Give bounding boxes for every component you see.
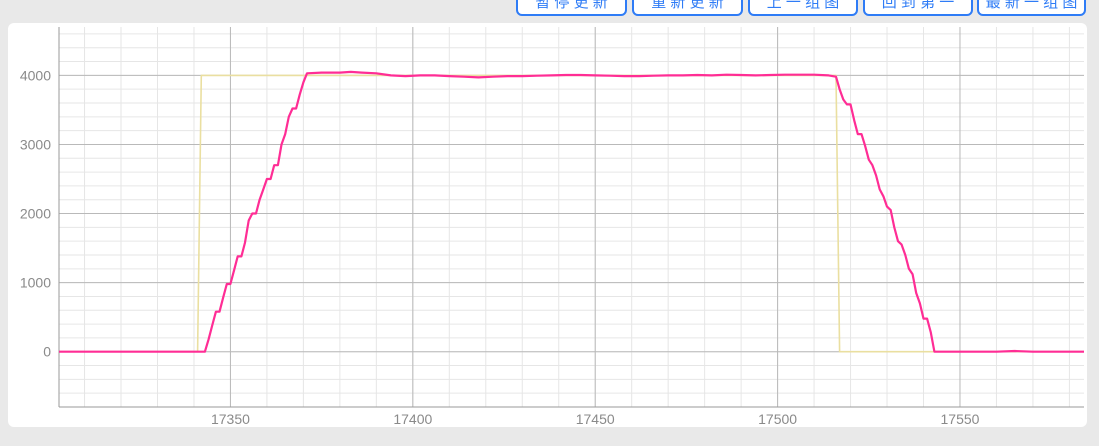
y-tick-label: 3000 bbox=[20, 136, 51, 152]
x-tick-label: 17450 bbox=[576, 411, 615, 427]
resume-update-button[interactable]: 重 新 更 新 bbox=[632, 0, 743, 16]
y-tick-label: 0 bbox=[43, 344, 51, 360]
x-tick-label: 17400 bbox=[393, 411, 432, 427]
x-tick-label: 17350 bbox=[211, 411, 250, 427]
x-tick-label: 17500 bbox=[758, 411, 797, 427]
major-gridlines bbox=[59, 27, 1084, 407]
series-line-actual bbox=[59, 70, 1084, 353]
previous-group-button[interactable]: 上 一 组 图 bbox=[748, 0, 858, 16]
y-tick-label: 2000 bbox=[20, 206, 51, 222]
pause-update-button[interactable]: 暂 停 更 新 bbox=[516, 0, 627, 16]
axes bbox=[58, 27, 1084, 408]
back-to-first-button[interactable]: 回 到 第 一 bbox=[863, 0, 973, 16]
latest-group-button[interactable]: 最 新 一 组 图 bbox=[977, 0, 1086, 16]
x-tick-labels: 17350 17400 17450 17500 17550 bbox=[211, 411, 980, 427]
series-group bbox=[59, 70, 1084, 353]
chart-card: 0 1000 2000 3000 4000 17350 17400 17450 17500 17… bbox=[8, 23, 1087, 427]
y-tick-label: 4000 bbox=[20, 67, 51, 83]
y-tick-label: 1000 bbox=[20, 275, 51, 291]
minor-gridlines bbox=[59, 27, 1084, 408]
x-tick-label: 17550 bbox=[941, 411, 980, 427]
toolbar: 暂 停 更 新 重 新 更 新 上 一 组 图 回 到 第 一 最 新 一 组 … bbox=[0, 0, 1099, 20]
y-tick-labels: 0 1000 2000 3000 4000 bbox=[20, 67, 51, 359]
